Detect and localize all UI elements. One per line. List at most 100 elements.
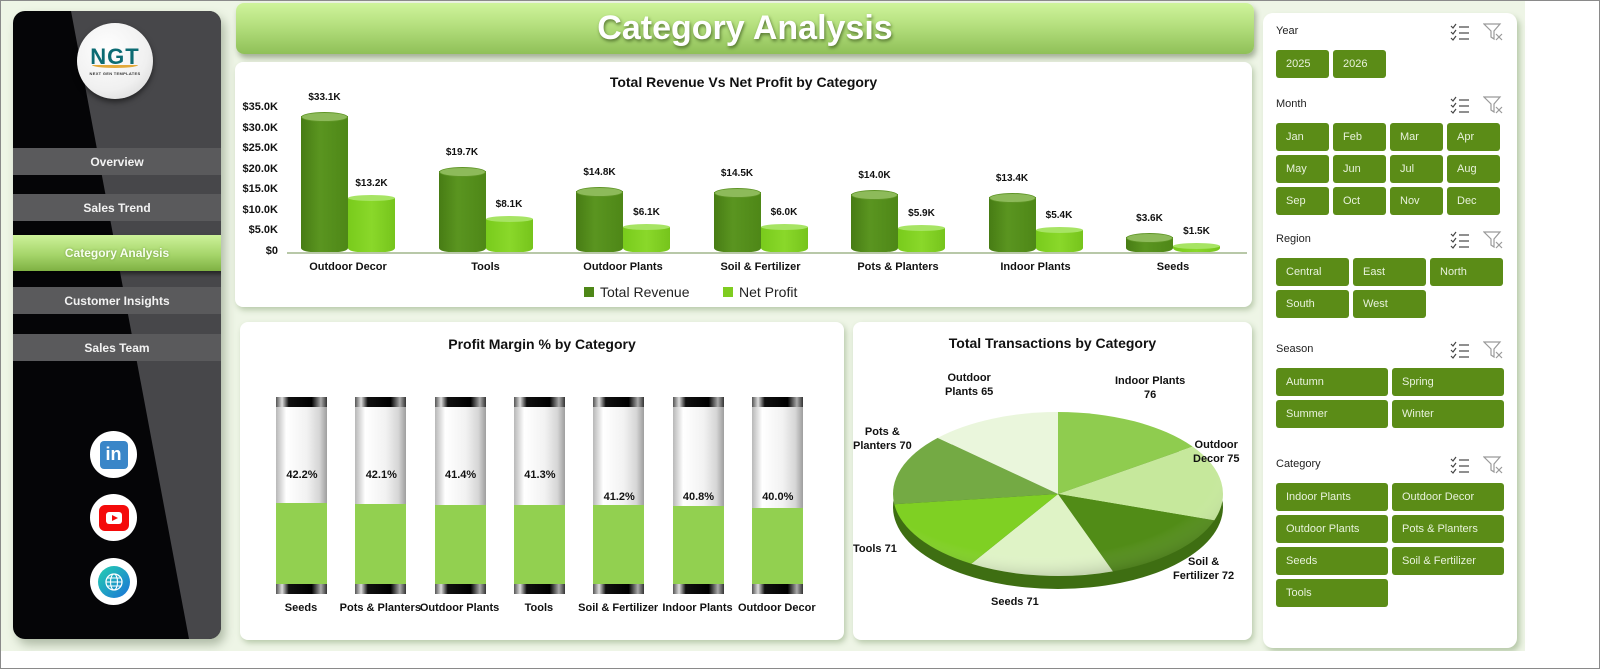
net-profit-bar[interactable] [1173,242,1220,252]
slicer-item-label: Aug [1457,163,1477,175]
slicer-item-category[interactable]: Pots & Planters [1392,515,1504,543]
chart-title: Total Revenue Vs Net Profit by Category [609,74,878,90]
ngt-logo[interactable]: NGT NEXT GEN TEMPLATES [77,23,153,99]
multi-select-icon[interactable] [1450,341,1470,359]
multi-select-icon[interactable] [1450,23,1470,41]
slicer-item-month[interactable]: Nov [1390,187,1443,215]
nav-customer-insights[interactable]: Customer Insights [13,287,221,314]
revenue-bar[interactable] [851,190,898,252]
linkedin-button[interactable]: in [90,431,137,478]
revenue-bar[interactable] [713,188,761,252]
revenue-bar[interactable] [438,166,486,252]
slicer-item-category[interactable]: Tools [1276,579,1388,607]
slicer-item-region[interactable]: West [1353,290,1426,318]
multi-select-icon[interactable] [1450,231,1470,249]
y-axis-tick: $10.0K [242,203,278,216]
margin-cylinder[interactable] [593,397,645,594]
slicer-item-label: 2025 [1286,58,1311,70]
clear-filter-icon[interactable] [1482,231,1503,249]
youtube-icon [98,504,129,531]
net-profit-bar[interactable] [760,224,808,252]
multi-select-icon[interactable] [1450,456,1470,474]
nav-sales-trend[interactable]: Sales Trend [13,194,221,221]
pie-data-label: Outdoor Plants 65 [945,372,994,398]
slicer-item-month[interactable]: Dec [1447,187,1500,215]
revenue-bar[interactable] [301,111,348,252]
slicer-item-month[interactable]: Jan [1276,123,1329,151]
nav-sales-team[interactable]: Sales Team [13,334,221,361]
margin-category-label: Indoor Plants [662,602,733,614]
slicer-item-region[interactable]: South [1276,290,1349,318]
slicer-item-month[interactable]: Jul [1390,155,1443,183]
slicer-item-category[interactable]: Outdoor Plants [1276,515,1388,543]
sidebar-diagonal-decoration [71,11,221,639]
multi-select-icon[interactable] [1450,96,1470,114]
slicer-item-region[interactable]: East [1353,258,1426,286]
slicer-item-label: May [1286,163,1307,175]
margin-category-label: Outdoor Decor [737,602,816,614]
slicer-item-label: Spring [1402,376,1434,388]
net-profit-bar[interactable] [898,224,945,252]
cylinder-cap-top [593,397,645,407]
revenue-bar[interactable] [1126,233,1173,252]
net-profit-bar[interactable] [623,223,670,252]
revenue-bar[interactable] [988,192,1036,252]
revenue-bar[interactable] [576,187,623,252]
slicer-item-region[interactable]: North [1430,258,1503,286]
slicer-item-category[interactable]: Seeds [1276,547,1388,575]
slicer-item-month[interactable]: Aug [1447,155,1500,183]
legend-net-profit[interactable]: Net Profit [723,284,797,300]
slicer-item-season[interactable]: Summer [1276,400,1388,428]
slicer-item-month[interactable]: Feb [1333,123,1386,151]
slicer-item-category[interactable]: Outdoor Decor [1392,483,1504,511]
nav-category-analysis[interactable]: Category Analysis [13,235,221,271]
clear-filter-icon[interactable] [1482,341,1503,359]
bar-data-label: $5.9K [908,207,935,219]
net-profit-bar[interactable] [485,215,533,252]
clear-filter-icon[interactable] [1482,96,1503,114]
nav-overview[interactable]: Overview [13,148,221,175]
clear-filter-icon[interactable] [1482,23,1503,41]
slicer-item-month[interactable]: Apr [1447,123,1500,151]
x-axis-line [287,252,1247,254]
cylinder-cap-bottom [513,584,565,594]
slicer-item-category[interactable]: Indoor Plants [1276,483,1388,511]
margin-cylinder[interactable] [434,397,486,594]
margin-cylinder[interactable] [276,397,327,594]
cylinder-cap-top [672,397,724,407]
slicer-item-season[interactable]: Winter [1392,400,1504,428]
slicer-item-category[interactable]: Soil & Fertilizer [1392,547,1504,575]
slicer-item-label: Jun [1343,163,1361,175]
margin-cylinder[interactable] [355,397,407,594]
clear-filter-icon[interactable] [1482,456,1503,474]
margin-category-label: Pots & Planters [339,602,421,614]
margin-cylinder[interactable] [751,397,803,594]
nav-label: Category Analysis [64,246,170,260]
slicer-item-month[interactable]: Oct [1333,187,1386,215]
cylinder-fill [672,506,724,584]
slicer-item-label: Oct [1343,195,1361,207]
net-profit-bar[interactable] [1035,226,1083,252]
slicer-item-month[interactable]: Sep [1276,187,1329,215]
cylinder-fill [276,503,327,584]
x-axis-category-label: Pots & Planters [857,261,939,273]
slicer-item-month[interactable]: Mar [1390,123,1443,151]
slicer-item-region[interactable]: Central [1276,258,1349,286]
margin-category-label: Seeds [284,602,318,614]
youtube-button[interactable] [90,494,137,541]
slicer-item-season[interactable]: Spring [1392,368,1504,396]
slicer-item-label: North [1440,266,1467,278]
slicer-item-label: Dec [1457,195,1477,207]
slicer-item-year[interactable]: 2026 [1333,50,1386,78]
net-profit-bar[interactable] [348,194,395,252]
margin-cylinder[interactable] [672,397,724,594]
nav-label: Customer Insights [64,293,170,308]
margin-data-label: 40.0% [762,491,794,503]
legend-total-revenue[interactable]: Total Revenue [584,284,690,300]
margin-cylinder[interactable] [513,397,565,594]
slicer-item-year[interactable]: 2025 [1276,50,1329,78]
slicer-item-month[interactable]: May [1276,155,1329,183]
website-button[interactable] [90,558,137,605]
slicer-item-season[interactable]: Autumn [1276,368,1388,396]
slicer-item-month[interactable]: Jun [1333,155,1386,183]
